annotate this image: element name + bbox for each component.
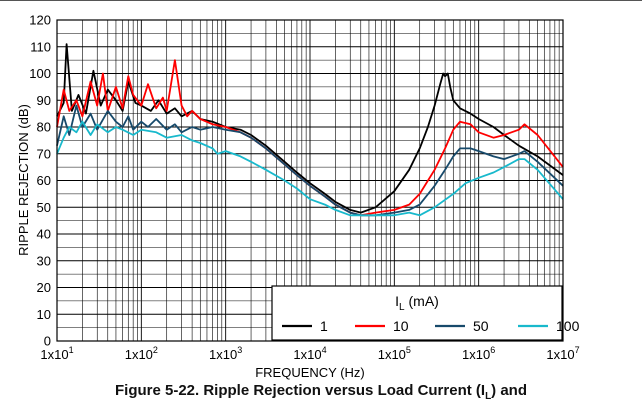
- y-tick-label: 0: [44, 334, 51, 349]
- legend-box: [271, 285, 563, 341]
- legend-items: 1 10 50 100: [282, 318, 580, 334]
- legend-title: IL (mA): [395, 293, 439, 313]
- series-line-100: [56, 120, 564, 217]
- x-tick-label: 1x105: [378, 345, 411, 362]
- y-tick-label: 10: [37, 307, 51, 322]
- legend: IL (mA) 1 10 50 100: [271, 285, 580, 341]
- y-tick-label: 50: [37, 200, 51, 215]
- caption-suffix: ) and: [491, 382, 528, 399]
- figure-caption: Figure 5-22. Ripple Rejection versus Loa…: [0, 382, 642, 402]
- y-tick-label: 110: [30, 39, 51, 54]
- y-tick-label: 60: [37, 173, 51, 188]
- y-tick-label: 100: [29, 66, 51, 81]
- y-tick-label: 80: [37, 120, 51, 135]
- y-tick-label: 90: [37, 93, 51, 108]
- caption-prefix: Figure 5-22. Ripple Rejection versus Loa…: [114, 382, 486, 399]
- x-tick-label: 1x106: [462, 345, 495, 362]
- caption-sub: L: [485, 391, 492, 402]
- legend-label-10: 10: [393, 318, 409, 334]
- series-line-50: [56, 104, 564, 217]
- y-tick-label: 30: [37, 253, 51, 268]
- plot-frame: [56, 19, 564, 342]
- legend-label-1: 1: [320, 318, 328, 334]
- x-tick-label: 1x104: [293, 345, 326, 362]
- series-layer: [56, 43, 564, 217]
- top-rule: [0, 0, 642, 1]
- y-tick-labels: 0 10 20 30 40 50 60 70 80 90 100 110 120: [29, 13, 51, 349]
- x-tick-labels: 1x101 1x102 1x103 1x104 1x105 1x106 1x107: [40, 345, 579, 362]
- y-tick-label: 40: [37, 227, 51, 242]
- legend-label-100: 100: [556, 318, 580, 334]
- x-tick-label: 1x103: [209, 345, 242, 362]
- x-tick-label: 1x107: [546, 345, 579, 362]
- legend-label-50: 50: [473, 318, 489, 334]
- y-tick-label: 120: [29, 13, 51, 28]
- x-tick-label: 1x101: [40, 345, 73, 362]
- x-tick-label: 1x102: [125, 345, 158, 362]
- y-tick-label: 20: [37, 280, 51, 295]
- x-axis-title: FREQUENCY (Hz): [255, 365, 365, 380]
- y-axis-title: RIPPLE REJECTION (dB): [16, 104, 31, 256]
- y-tick-label: 70: [37, 146, 51, 161]
